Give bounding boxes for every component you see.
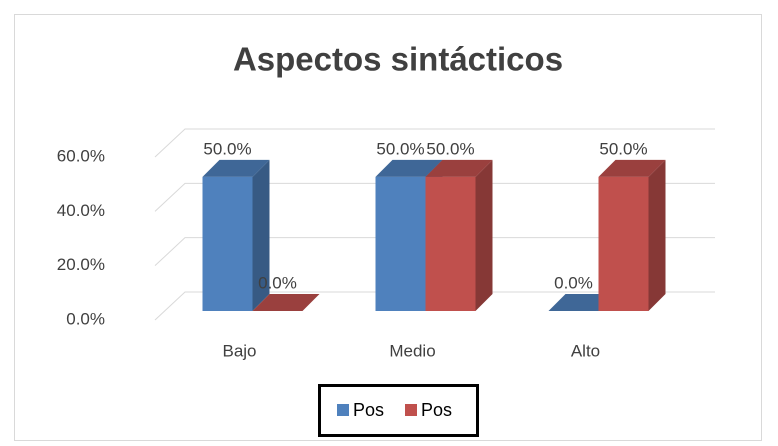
grid-line [154, 291, 715, 321]
x-tick-label: Bajo [222, 341, 256, 360]
grid-line [154, 128, 715, 158]
bar-side [475, 159, 493, 311]
y-tick-label: 60.0% [57, 146, 105, 165]
bar [202, 176, 253, 311]
y-tick-label: 0.0% [66, 309, 105, 328]
value-label: 50.0% [426, 139, 474, 158]
legend-swatch [337, 404, 349, 416]
bar [375, 176, 426, 311]
bar [598, 176, 649, 311]
bar-top [425, 159, 493, 177]
value-label: 50.0% [203, 139, 251, 158]
value-label: 0.0% [554, 273, 593, 292]
legend-label: Pos [353, 400, 384, 420]
x-tick-label: Medio [389, 341, 435, 360]
legend-swatch [405, 404, 417, 416]
grid-line [154, 237, 715, 267]
value-label: 50.0% [599, 139, 647, 158]
bar-top [202, 159, 270, 177]
bar-side [252, 159, 270, 311]
bar-top [598, 159, 666, 177]
value-label: 0.0% [258, 273, 297, 292]
grid-line [154, 182, 715, 212]
chart-title: Aspectos sintácticos [233, 41, 563, 78]
x-tick-label: Alto [571, 341, 600, 360]
legend-label: Pos [421, 400, 452, 420]
bar-side [648, 159, 666, 311]
value-label: 50.0% [376, 139, 424, 158]
y-tick-label: 40.0% [57, 201, 105, 220]
bar-top [375, 159, 443, 177]
bar-top [252, 294, 320, 311]
y-tick-label: 20.0% [57, 255, 105, 274]
bar [425, 176, 476, 311]
